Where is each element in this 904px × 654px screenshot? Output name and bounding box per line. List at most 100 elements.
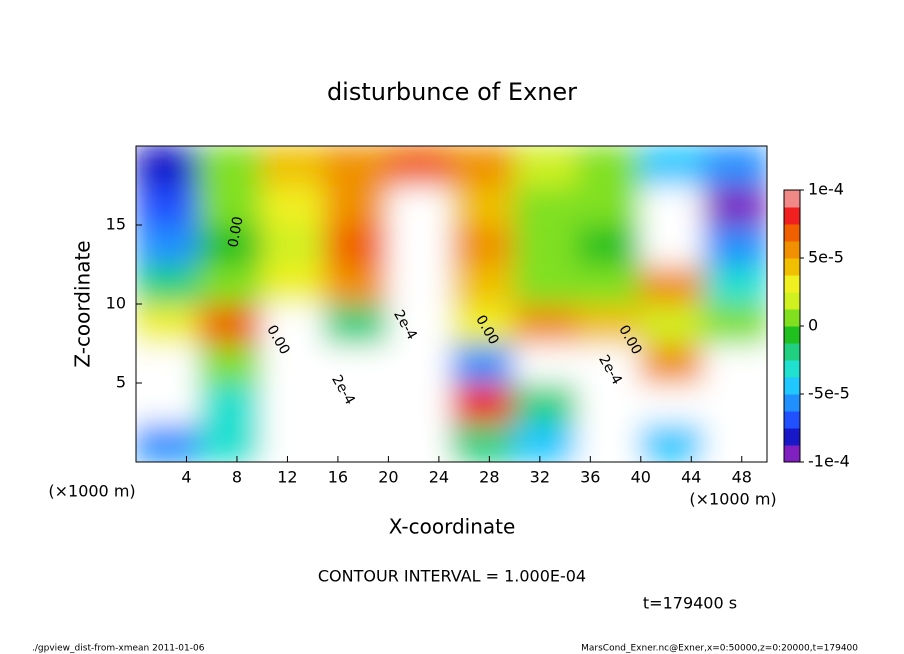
cell [198, 303, 264, 345]
cell [513, 224, 579, 266]
y-tick-label: 15 [106, 215, 126, 234]
x-tick-label: 12 [277, 468, 297, 487]
cell [136, 146, 201, 187]
cell [387, 184, 453, 226]
x-tick-label: 48 [732, 468, 752, 487]
cell [702, 382, 767, 424]
cell [702, 224, 767, 266]
cell [324, 146, 390, 187]
colorbar-swatch [784, 360, 800, 378]
colorbar-swatch [784, 292, 800, 310]
cell [639, 146, 705, 187]
cell [324, 263, 390, 305]
field [136, 146, 767, 462]
cell [513, 184, 579, 226]
contour-label: 0.00 [225, 215, 246, 248]
colorbar-swatch [784, 258, 800, 276]
colorbar-swatch [784, 224, 800, 242]
colorbar-label: 1e-4 [808, 180, 844, 199]
cell [261, 303, 327, 345]
cell [198, 146, 264, 187]
x-tick-label: 44 [681, 468, 701, 487]
cell [513, 342, 579, 384]
colorbar-swatch [784, 445, 800, 463]
cell [261, 224, 327, 266]
cell [261, 342, 327, 384]
cell [261, 263, 327, 305]
cell [450, 263, 516, 305]
x-tick-label: 40 [631, 468, 651, 487]
x-axis-label: X-coordinate [389, 515, 516, 539]
cell [702, 421, 767, 462]
x-tick-label: 32 [530, 468, 550, 487]
chart-title: disturbunce of Exner [327, 78, 577, 106]
cell [198, 342, 264, 384]
cell [198, 421, 264, 462]
cell [450, 184, 516, 226]
footer: ./gpview_dist-from-xmean 2011-01-06 [32, 644, 205, 654]
cell [198, 184, 264, 226]
cell [513, 382, 579, 424]
cell [324, 382, 390, 424]
cell [639, 263, 705, 305]
cell [702, 342, 767, 384]
footer: MarsCond_Exner.nc@Exner,x=0:50000,z=0:20… [581, 644, 858, 654]
colorbar-swatch [784, 309, 800, 327]
x-tick-label: 36 [580, 468, 600, 487]
cell [639, 382, 705, 424]
x-unit: (×1000 m) [689, 490, 776, 509]
cell [576, 342, 642, 384]
cell [136, 342, 201, 384]
cell [576, 146, 642, 187]
colorbar-swatch [784, 241, 800, 259]
colorbar-swatch [784, 326, 800, 344]
cell [136, 382, 201, 424]
cell [387, 303, 453, 345]
cell [198, 263, 264, 305]
colorbar-swatch [784, 428, 800, 446]
cell [450, 224, 516, 266]
x-tick-label: 28 [479, 468, 499, 487]
cell [702, 263, 767, 305]
colorbar-label: -5e-5 [808, 384, 850, 403]
x-tick-label: 8 [232, 468, 242, 487]
cell [387, 146, 453, 187]
cell [576, 382, 642, 424]
colorbar-swatch [784, 411, 800, 429]
cell [136, 184, 201, 226]
colorbar-swatch [784, 343, 800, 361]
colorbar-swatch [784, 394, 800, 412]
cell [576, 224, 642, 266]
cell [450, 146, 516, 187]
colorbar-label: 0 [808, 316, 818, 335]
colorbar-label: 5e-5 [808, 248, 844, 267]
x-tick-label: 20 [378, 468, 398, 487]
time-label: t=179400 s [643, 594, 737, 613]
cell [261, 146, 327, 187]
cell [576, 421, 642, 462]
cell [576, 184, 642, 226]
cell [450, 342, 516, 384]
cell [639, 303, 705, 345]
cell [387, 342, 453, 384]
y-axis-label: Z-coordinate [71, 240, 95, 367]
colorbar-swatch [784, 275, 800, 293]
cell [387, 382, 453, 424]
cell [136, 303, 201, 345]
cell [198, 382, 264, 424]
cell [576, 303, 642, 345]
cell [639, 224, 705, 266]
cell [324, 184, 390, 226]
cell [513, 146, 579, 187]
cell [702, 303, 767, 345]
cell [513, 263, 579, 305]
cell [639, 184, 705, 226]
cell [136, 421, 201, 462]
x-tick-label: 16 [328, 468, 348, 487]
x-tick-label: 4 [181, 468, 191, 487]
y-tick-label: 5 [116, 373, 126, 392]
colorbar-label: -1e-4 [808, 452, 850, 471]
cell [324, 342, 390, 384]
cell [387, 224, 453, 266]
